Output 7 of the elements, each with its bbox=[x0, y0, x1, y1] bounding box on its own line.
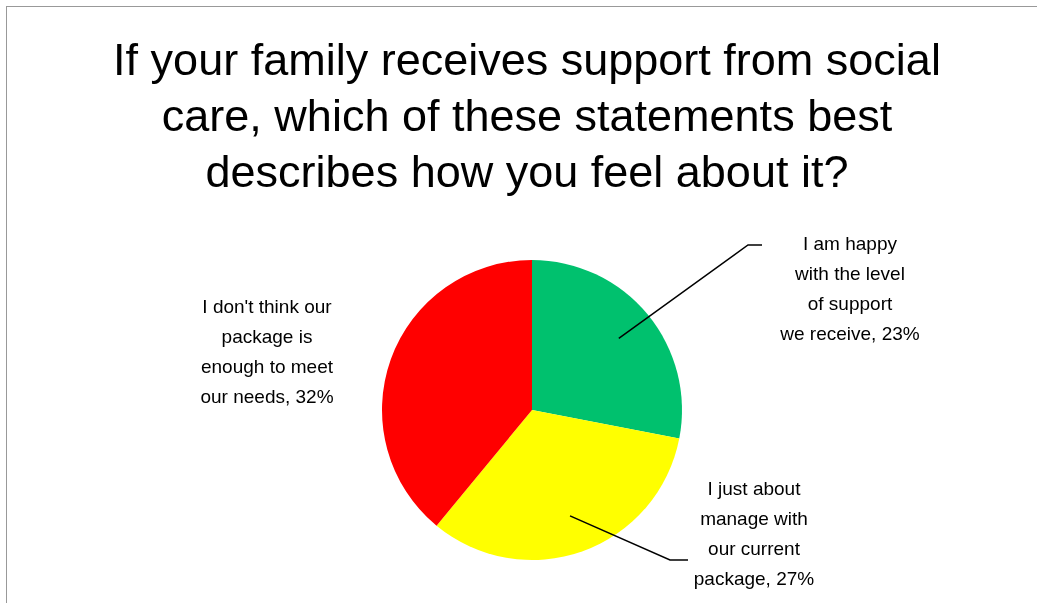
chart-title: If your family receives support from social care, which of these statements best describes how you feel about it? bbox=[112, 33, 942, 199]
pie-slice bbox=[436, 410, 680, 560]
slice-label: I don't think our package is enough to meet our needs, 32% bbox=[200, 296, 334, 407]
pie-slice bbox=[532, 260, 682, 439]
slice-label: I just about manage with our current package, 27% bbox=[693, 478, 815, 589]
slice-label: I am happy with the level of support we receive, 23% bbox=[779, 233, 920, 344]
pie-slice bbox=[382, 260, 532, 526]
